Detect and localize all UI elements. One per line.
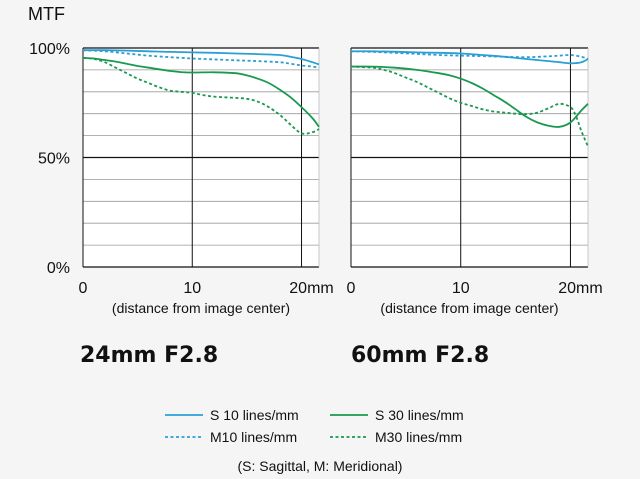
legend-note: (S: Sagittal, M: Meridional) (238, 458, 403, 474)
series-line-m10-lines-mm (82, 49, 320, 69)
chart-60mm: 0 10 20mm(distance from image center) (347, 47, 603, 316)
x-tick-label: 20mm (558, 280, 602, 297)
x-tick-label: 10 (452, 280, 470, 297)
series-line-s-30-lines-mm (82, 57, 320, 128)
legend-label: S 10 lines/mm (210, 407, 299, 423)
series-line-s-10-lines-mm (350, 50, 589, 65)
chart-title-24mm: 24mm F2.8 (80, 343, 218, 368)
series-line-m10-lines-mm (350, 50, 589, 60)
y-tick-label: 0% (47, 260, 70, 277)
series-line-s-10-lines-mm (82, 49, 320, 66)
legend: S 10 lines/mm S 30 lines/mm M10 lines/mm M3… (165, 407, 464, 445)
y-axis-title: MTF (28, 4, 65, 24)
series-line-m30-lines-mm (350, 65, 589, 147)
series-line-m30-lines-mm (82, 57, 320, 135)
y-tick-label: 100% (29, 41, 70, 58)
legend-label: M10 lines/mm (210, 429, 297, 445)
x-tick-label: 0 (79, 280, 88, 297)
chart-title-60mm: 60mm F2.8 (351, 343, 489, 368)
x-axis-label: (distance from image center) (112, 300, 290, 316)
legend-label: M30 lines/mm (375, 429, 462, 445)
x-tick-label: 0 (347, 280, 356, 297)
y-tick-label: 50% (38, 151, 70, 168)
chart-24mm: 100% 50% 0% 0 10 20mm (distance from image cen… (29, 41, 334, 316)
x-tick-label: 10 (183, 280, 201, 297)
legend-label: S 30 lines/mm (375, 407, 464, 423)
x-axis-label: (distance from image center) (380, 300, 558, 316)
series-line-s-30-lines-mm (350, 65, 589, 128)
x-tick-label: 20mm (289, 280, 333, 297)
